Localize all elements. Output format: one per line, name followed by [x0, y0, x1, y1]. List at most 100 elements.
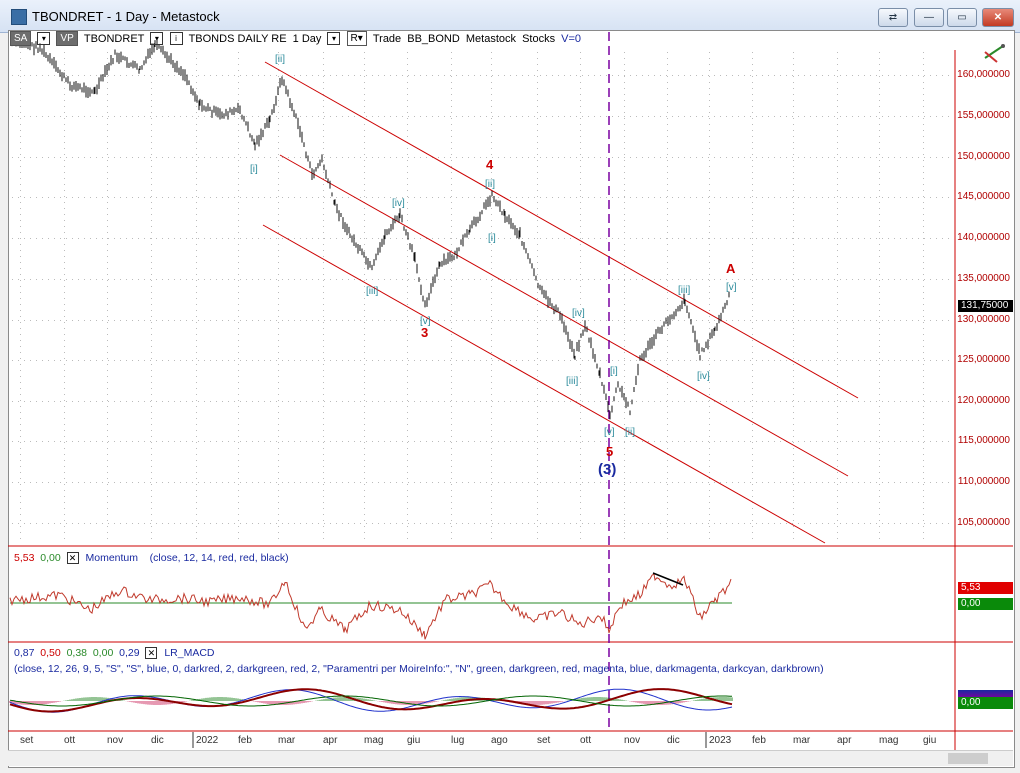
symbol-dropdown-icon[interactable]: ▾: [150, 32, 164, 45]
grid-dot: [879, 88, 880, 89]
grid-dot: [876, 197, 877, 198]
grid-dot: [537, 148, 538, 149]
grid-dot: [923, 274, 924, 275]
grid-dot: [630, 360, 631, 361]
grid-dot: [594, 320, 595, 321]
grid-dot: [667, 364, 668, 365]
grid-dot: [378, 116, 379, 117]
grid-dot: [667, 382, 668, 383]
grid-dot: [246, 157, 247, 158]
grid-dot: [709, 526, 710, 527]
grid-dot: [846, 401, 847, 402]
wave-label-3: 3: [421, 325, 428, 340]
grid-dot: [342, 360, 343, 361]
trend-tool-icon[interactable]: [984, 44, 1005, 63]
grid-dot: [537, 472, 538, 473]
momentum-remove-checkbox[interactable]: ✕: [66, 552, 79, 565]
grid-dot: [837, 166, 838, 167]
grid-dot: [752, 100, 753, 101]
grid-dot: [684, 441, 685, 442]
grid-dot: [64, 514, 65, 515]
grid-dot: [930, 238, 931, 239]
grid-dot: [323, 100, 324, 101]
grid-dot: [20, 94, 21, 95]
grid-dot: [222, 157, 223, 158]
grid-dot: [54, 75, 55, 76]
grid-dot: [864, 75, 865, 76]
grid-dot: [936, 197, 937, 198]
grid-dot: [828, 157, 829, 158]
grid-dot: [780, 482, 781, 483]
grid-dot: [451, 346, 452, 347]
grid-dot: [246, 441, 247, 442]
grid-dot: [72, 320, 73, 321]
grid-dot: [498, 197, 499, 198]
grid-dot: [516, 238, 517, 239]
grid-dot: [300, 482, 301, 483]
security-info-icon[interactable]: i: [169, 32, 183, 45]
momentum-zero-tag: 0,00: [958, 598, 1013, 610]
grid-dot: [672, 238, 673, 239]
grid-dot: [420, 157, 421, 158]
grid-dot: [186, 116, 187, 117]
grid-dot: [678, 441, 679, 442]
grid-dot: [709, 106, 710, 107]
vp-button[interactable]: VP: [56, 31, 78, 46]
horizontal-scrollbar[interactable]: [8, 750, 1013, 766]
r-button[interactable]: R▾: [346, 31, 367, 46]
period-dropdown-icon[interactable]: ▾: [327, 32, 341, 45]
grid-dot: [114, 157, 115, 158]
grid-dot: [837, 58, 838, 59]
grid-dot: [151, 106, 152, 107]
grid-dot: [537, 400, 538, 401]
grid-dot: [537, 202, 538, 203]
grid-dot: [846, 523, 847, 524]
grid-dot: [923, 490, 924, 491]
momentum-name[interactable]: Momentum: [85, 552, 138, 564]
grid-dot: [20, 214, 21, 215]
grid-dot: [24, 75, 25, 76]
grid-dot: [876, 360, 877, 361]
grid-dot: [816, 320, 817, 321]
grid-dot: [552, 441, 553, 442]
grid-dot: [451, 58, 452, 59]
grid-dot: [20, 370, 21, 371]
chart-window[interactable]: [8, 30, 1015, 768]
grid-dot: [407, 214, 408, 215]
grid-dot: [537, 358, 538, 359]
scrollbar-thumb[interactable]: [948, 753, 988, 764]
grid-dot: [196, 286, 197, 287]
grid-dot: [48, 482, 49, 483]
close-button[interactable]: ✕: [982, 8, 1014, 27]
trade-label[interactable]: Trade: [372, 32, 402, 45]
tile-window-button[interactable]: ⇄: [878, 8, 908, 27]
grid-dot: [364, 58, 365, 59]
grid-dot: [618, 197, 619, 198]
grid-dot: [667, 376, 668, 377]
grid-dot: [580, 208, 581, 209]
minimize-button[interactable]: —: [914, 8, 944, 27]
grid-dot: [822, 116, 823, 117]
grid-dot: [151, 184, 152, 185]
grid-dot: [72, 360, 73, 361]
grid-dot: [793, 490, 794, 491]
macd-name[interactable]: LR_MACD: [164, 647, 215, 659]
grid-dot: [918, 401, 919, 402]
restore-button[interactable]: ▭: [947, 8, 977, 27]
macd-remove-checkbox[interactable]: ✕: [145, 647, 158, 660]
grid-dot: [580, 76, 581, 77]
grid-dot: [564, 279, 565, 280]
grid-dot: [918, 238, 919, 239]
grid-dot: [238, 304, 239, 305]
grid-dot: [600, 157, 601, 158]
sa-button[interactable]: SA: [10, 31, 32, 46]
sa-dropdown-icon[interactable]: ▾: [37, 32, 51, 45]
grid-dot: [882, 320, 883, 321]
grid-dot: [948, 279, 949, 280]
grid-dot: [451, 538, 452, 539]
wave-label-A: A: [726, 261, 736, 276]
grid-dot: [606, 441, 607, 442]
grid-dot: [492, 482, 493, 483]
grid-dot: [580, 154, 581, 155]
